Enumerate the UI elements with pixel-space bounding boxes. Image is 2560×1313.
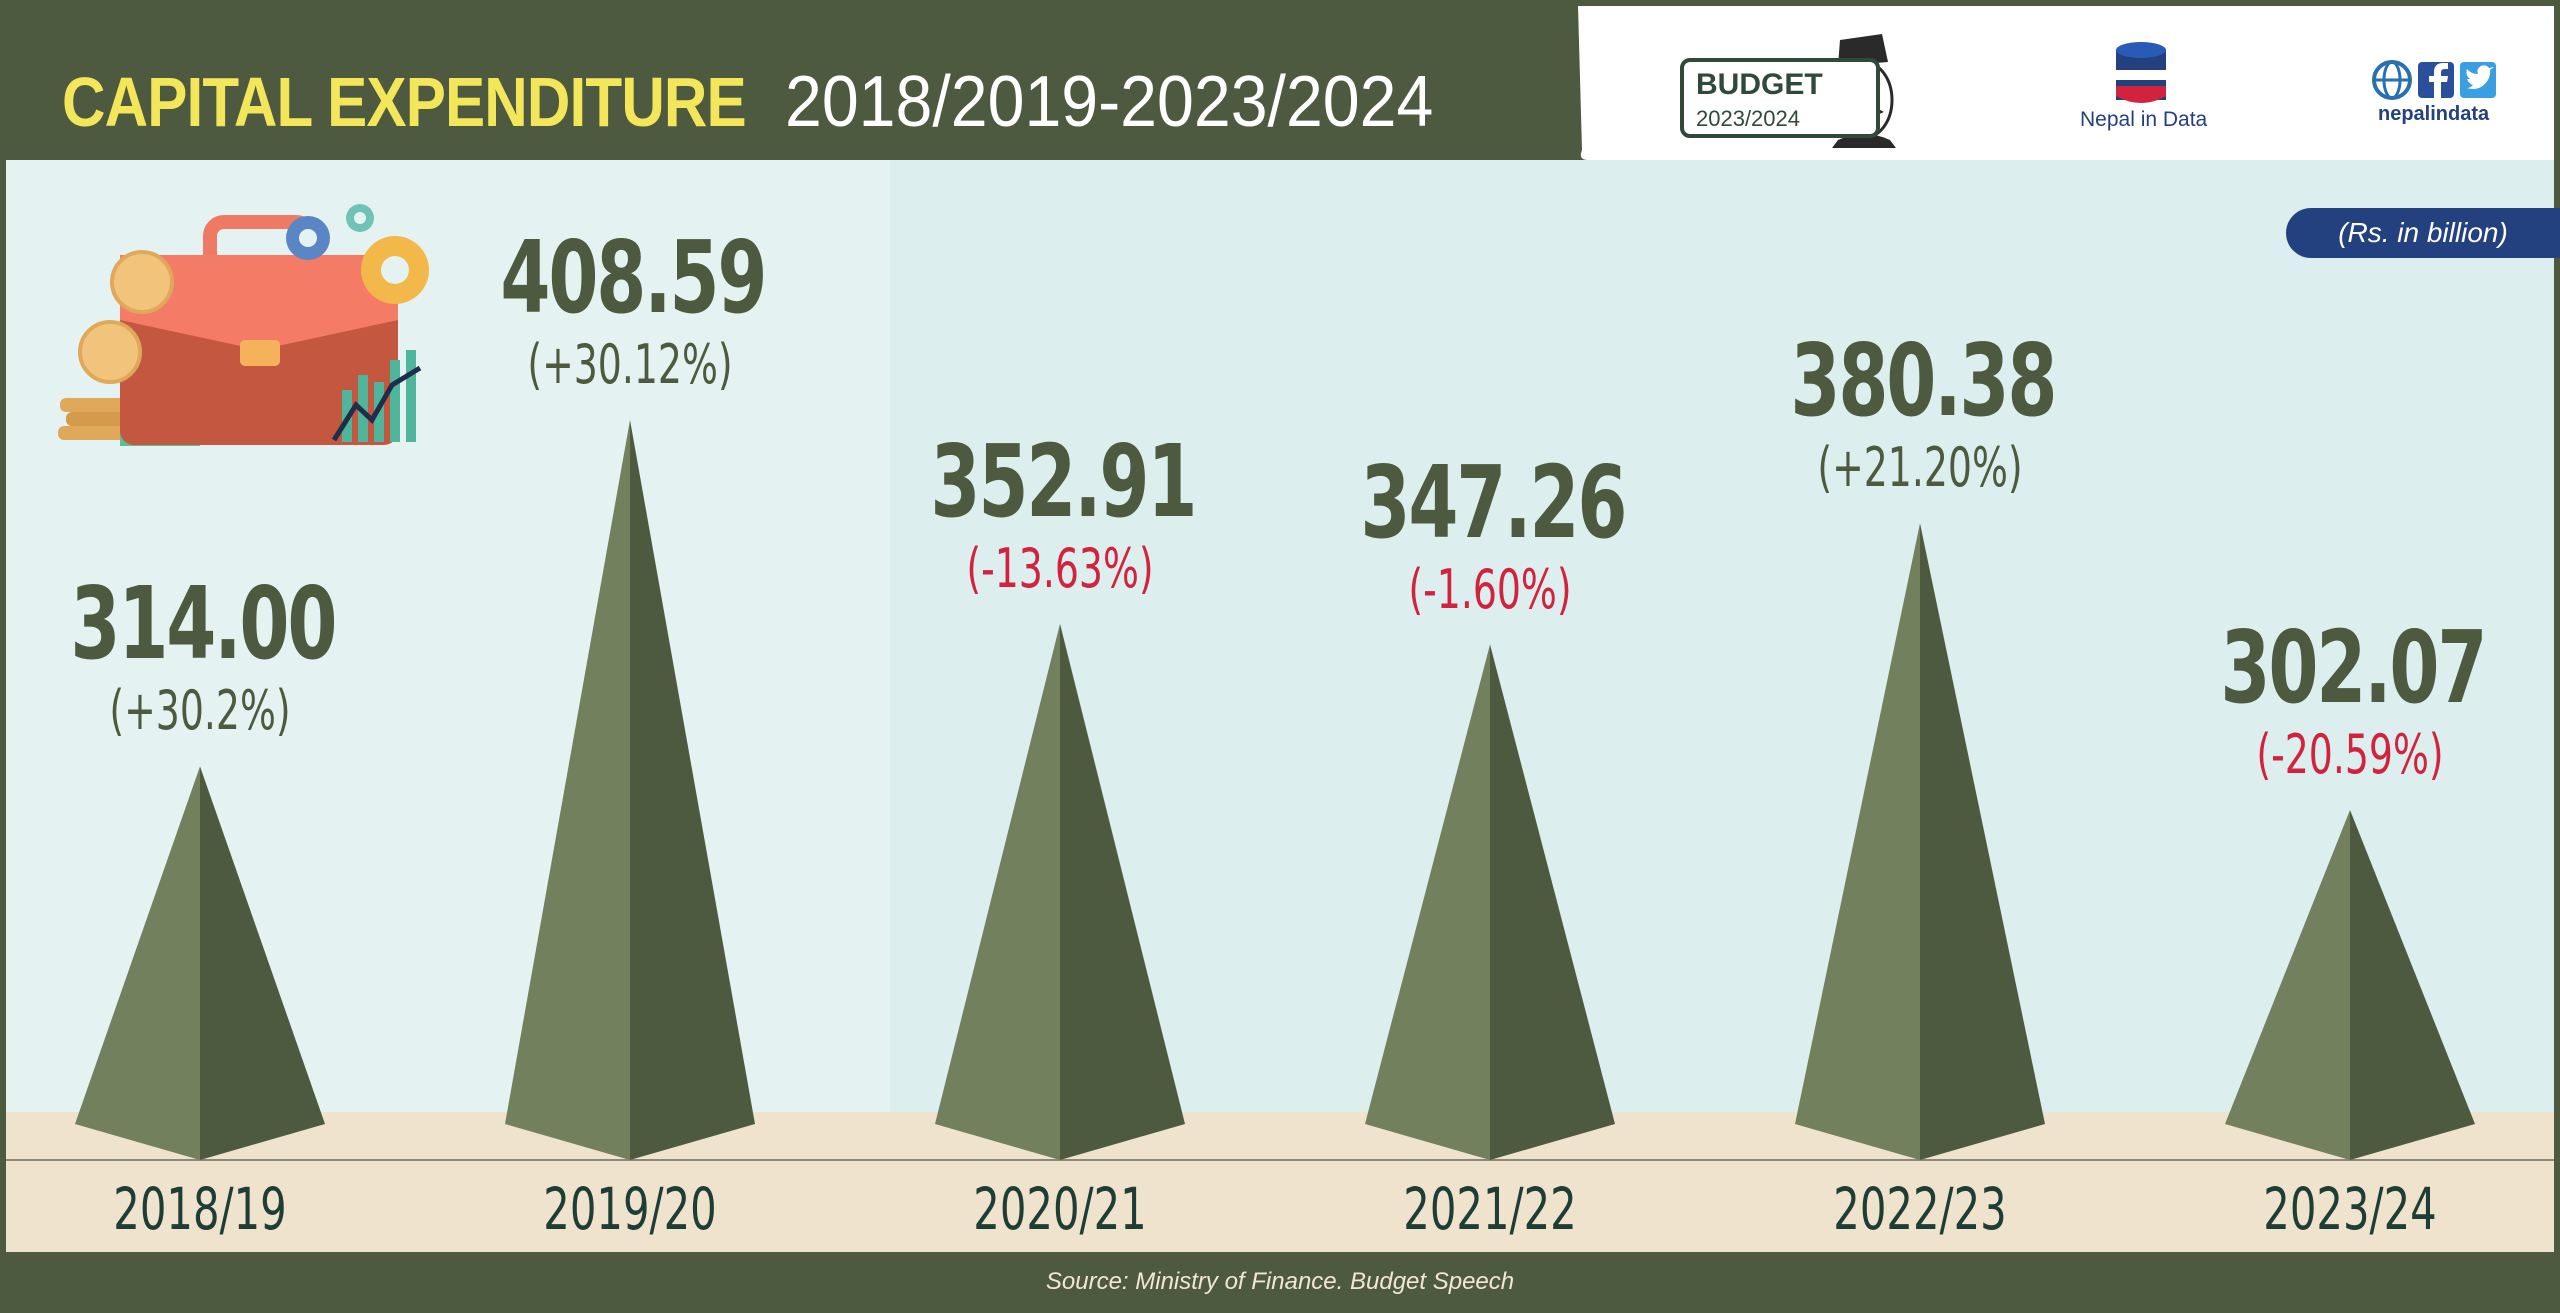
budget-badge-bottom: 2023/2024 [1696,106,1800,131]
change-label: (+21.20%) [1817,436,2023,500]
spike-left-face [505,420,630,1160]
spike-right-face [630,420,755,1160]
change-label: (-13.63%) [966,536,1154,600]
page-title: CAPITAL EXPENDITURE 2018/2019-2023/2024 [62,52,1490,152]
category-label: 2023/24 [2263,1175,2437,1243]
budget-badge: BUDGET 2023/2024 [1680,58,1880,138]
spike-left-face [75,766,200,1160]
spike-left-face [1795,523,1920,1160]
spike-right-face [1060,623,1185,1160]
title-main: CAPITAL EXPENDITURE [62,63,747,141]
category-label: 2020/21 [973,1175,1147,1243]
social-handle: nepalindata [2378,103,2490,125]
change-label: (+30.2%) [109,679,291,743]
spike-left-face [935,623,1060,1160]
source-note: Source: Ministry of Finance. Budget Spee… [1045,1268,1515,1295]
value-label: 408.59 [500,219,767,336]
briefcase-icon [58,204,429,446]
globe-icon [2372,60,2412,100]
database-icon [2116,42,2166,103]
nepal-in-data-label: Nepal in Data [2080,108,2208,131]
unit-label: (Rs. in billion) [2286,208,2560,258]
facebook-icon [2418,62,2454,98]
chart-panel-shade [890,160,2554,1160]
chart-spikes [75,420,2475,1160]
value-label: 302.07 [2220,609,2487,726]
twitter-icon [2460,62,2496,98]
change-label: (-1.60%) [1408,557,1572,621]
spike-right-face [2350,810,2475,1160]
spike-right-face [1920,523,2045,1160]
spike-left-face [2225,810,2350,1160]
ground-strip [6,1112,2554,1252]
title-years: 2018/2019-2023/2024 [785,62,1434,142]
value-label: 347.26 [1360,443,1627,561]
category-label: 2019/20 [543,1175,717,1243]
spike-right-face [1490,644,1615,1160]
spike-left-face [1365,644,1490,1160]
change-label: (+30.12%) [527,333,733,396]
change-label: (-20.59%) [2256,723,2444,786]
spike-right-face [200,766,325,1160]
category-label: 2021/22 [1403,1175,1577,1243]
value-label: 352.91 [930,422,1197,540]
value-label: 314.00 [70,565,337,683]
value-label: 380.38 [1790,322,2057,440]
category-label: 2022/23 [1833,1175,2007,1243]
category-label: 2018/19 [113,1175,287,1243]
budget-badge-top: BUDGET [1696,68,1823,101]
